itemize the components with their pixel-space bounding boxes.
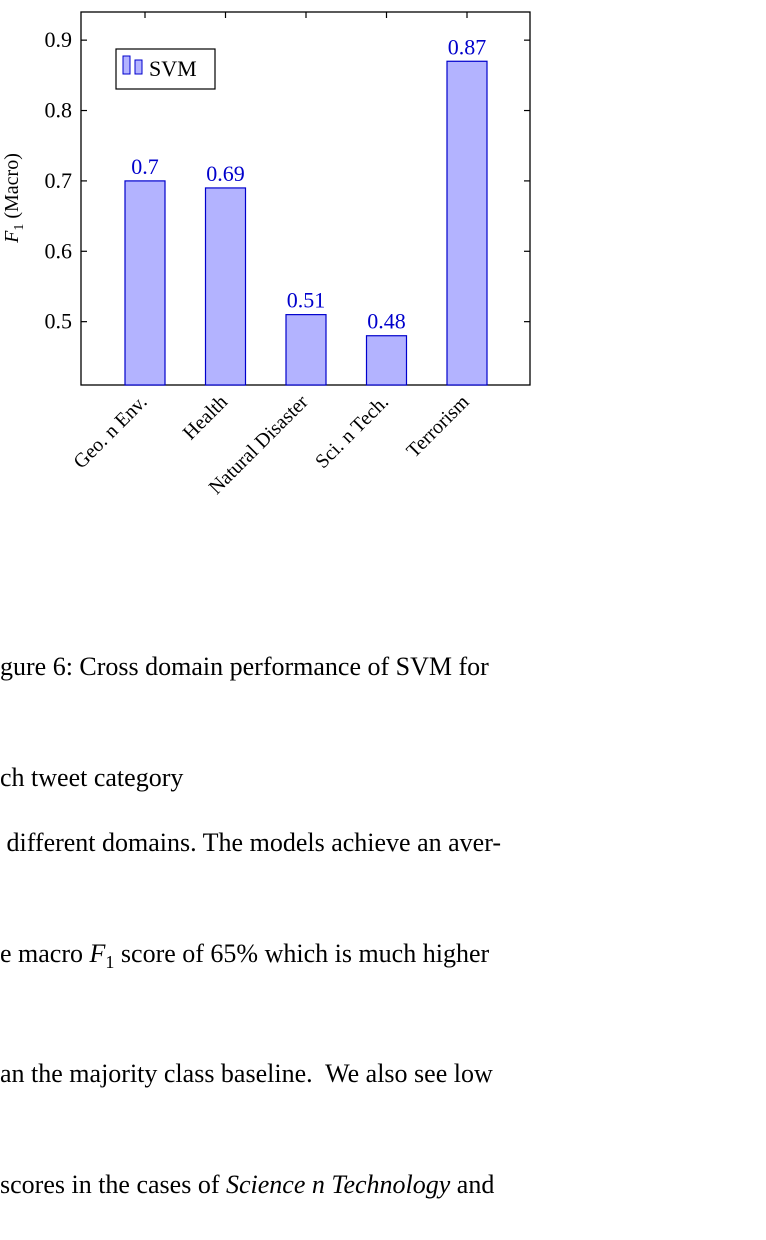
bar-data-label: 0.7 — [131, 154, 159, 179]
bar — [365, 335, 408, 386]
y-tick-label: 0.6 — [45, 238, 73, 263]
legend-swatch-bar-1 — [122, 55, 131, 75]
paragraph-line-1: different domains. The models achieve an… — [0, 828, 502, 857]
bar-data-label: 0.51 — [287, 288, 326, 313]
paragraph-line-3: an the majority class baseline. We also … — [0, 1059, 493, 1089]
body-paragraph: different domains. The models achieve an… — [0, 750, 600, 1240]
bar — [124, 180, 166, 386]
bar — [285, 314, 327, 386]
y-axis-label: F1 (Macro) — [1, 153, 27, 244]
x-tick-label: Health — [179, 391, 232, 444]
x-tick-label: Geo. n Env. — [69, 391, 151, 473]
caption-line-2: ch tweet category — [0, 763, 184, 792]
bar — [204, 187, 247, 386]
bar-data-label: 0.87 — [448, 34, 487, 59]
y-tick-label: 0.8 — [45, 98, 73, 123]
x-tick-label: Terrorism — [402, 391, 473, 462]
legend-box — [115, 48, 216, 90]
x-tick-label: Sci. n Tech. — [311, 391, 393, 473]
paragraph-line-4: scores in the cases of Science n Technol… — [0, 1170, 495, 1200]
y-tick-label: 0.7 — [45, 168, 73, 193]
y-tick-label: 0.9 — [45, 27, 73, 52]
caption-line-1: gure 6: Cross domain performance of SVM … — [0, 652, 489, 681]
y-tick-label: 0.5 — [45, 309, 73, 334]
paragraph-line-2: e macro F1 score of 65% which is much hi… — [0, 939, 490, 973]
bar-data-label: 0.48 — [367, 309, 406, 334]
legend-label-svm: SVM — [149, 56, 197, 81]
legend-swatch-bar-2 — [134, 59, 143, 75]
bar — [446, 60, 488, 386]
bar-chart: 0.5 0.6 0.7 0.8 0.9 0.7 0.69 0.51 0.48 0.87 Geo.… — [1, 11, 531, 499]
bar-data-label: 0.69 — [206, 161, 245, 186]
legend: SVM — [115, 48, 216, 90]
figure-caption: gure 6: Cross domain performance of SVM … — [0, 574, 600, 833]
